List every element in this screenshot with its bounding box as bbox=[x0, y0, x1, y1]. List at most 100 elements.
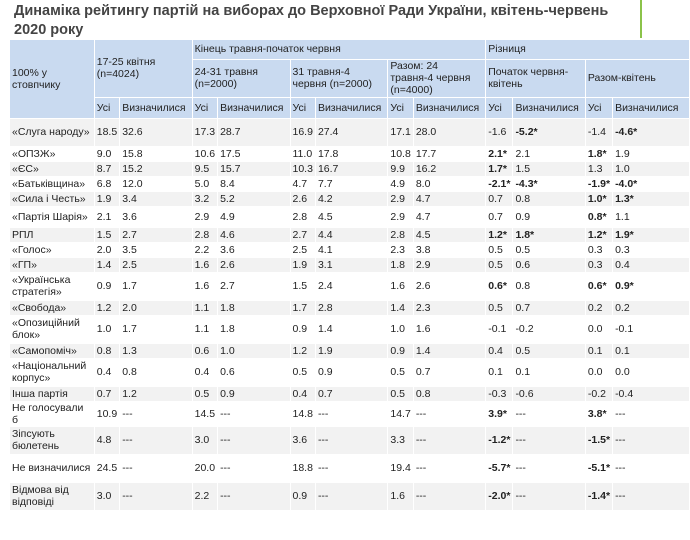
table-cell: 2.6 bbox=[413, 272, 487, 301]
table-cell: 1.4 bbox=[387, 300, 414, 316]
table-cell: 4.4 bbox=[315, 227, 389, 243]
table-row: «Партія Шарія» 2.1 3.6 2.9 4.9 2.8 4.5 2.9 4.7 0.… bbox=[10, 206, 690, 228]
table-cell: 0.5 bbox=[485, 242, 514, 258]
table-cell: 0.4 bbox=[485, 343, 514, 359]
table-cell: --- bbox=[315, 454, 389, 483]
table-cell: --- bbox=[119, 401, 193, 427]
table-cell: 1.2 bbox=[94, 300, 121, 316]
table-cell: 2.5 bbox=[119, 257, 193, 273]
table-cell: 0.5 bbox=[485, 257, 514, 273]
table-cell: 0.4 bbox=[290, 386, 316, 402]
table-row: «Сила і Честь» 1.9 3.4 3.2 5.2 2.6 4.2 2.9 4.7 0.… bbox=[10, 191, 690, 207]
table-cell: 2.1 bbox=[94, 206, 121, 228]
table-cell: 1.7 bbox=[119, 315, 193, 344]
table-cell: -1.9* bbox=[585, 176, 614, 192]
table-cell: 3.0 bbox=[94, 482, 121, 511]
table-cell: 5.2 bbox=[217, 191, 291, 207]
table-cell: 5.0 bbox=[192, 176, 219, 192]
table-cell: 15.2 bbox=[119, 161, 193, 177]
corner-header: 100% у стовпчику bbox=[10, 40, 95, 119]
table-cell: 2.6 bbox=[290, 191, 316, 207]
table-cell: 1.4 bbox=[94, 257, 121, 273]
table-cell: 1.9 bbox=[290, 257, 316, 273]
table-cell: 1.0* bbox=[585, 191, 614, 207]
table-cell: 1.1 bbox=[612, 206, 690, 228]
table-cell: 2.7 bbox=[217, 272, 291, 301]
col-all: Усі bbox=[290, 97, 316, 119]
table-cell: 2.8 bbox=[315, 300, 389, 316]
table-cell: 1.8 bbox=[217, 300, 291, 316]
table-cell: 0.7 bbox=[485, 191, 514, 207]
table-cell: -2.1* bbox=[485, 176, 514, 192]
col-all: Усі bbox=[192, 97, 219, 119]
table-cell: 4.9 bbox=[387, 176, 414, 192]
accent-bar bbox=[640, 0, 642, 38]
table-row: «Українська стратегія» 0.9 1.7 1.6 2.7 1.5 2.4… bbox=[10, 272, 690, 301]
period1-header: 24-31 травня (n=2000) bbox=[192, 59, 291, 98]
may-june-header: Кінець травня-початок червня bbox=[192, 40, 487, 60]
table-cell: --- bbox=[512, 401, 586, 427]
table-cell: -0.2 bbox=[585, 386, 614, 402]
row-label: «Свобода» bbox=[10, 300, 95, 316]
table-cell: 0.0 bbox=[612, 358, 690, 387]
table-cell: 10.3 bbox=[290, 161, 316, 177]
table-cell: 1.9* bbox=[612, 227, 690, 243]
table-cell: 1.0 bbox=[217, 343, 291, 359]
table-row: «ЄС» 8.7 15.2 9.5 15.7 10.3 16.7 9.9 16.2 1.7* 1.5… bbox=[10, 161, 690, 177]
table-cell: 0.8 bbox=[94, 343, 121, 359]
table-row: «Національний корпус» 0.4 0.8 0.4 0.6 0.5 0.9 0… bbox=[10, 358, 690, 387]
table-cell: 4.8 bbox=[94, 426, 121, 455]
table-cell: 1.1 bbox=[192, 315, 219, 344]
table-cell: 0.1 bbox=[612, 343, 690, 359]
row-label: Відмова від відповіді bbox=[10, 482, 95, 511]
col-decided: Визначилися bbox=[119, 97, 193, 119]
table-cell: 0.5 bbox=[290, 358, 316, 387]
table-cell: 1.9 bbox=[94, 191, 121, 207]
table-cell: 0.5 bbox=[387, 386, 414, 402]
table-row: РПЛ 1.5 2.7 2.8 4.6 2.7 4.4 2.8 4.5 1.2* 1.8* 1.2* 1… bbox=[10, 227, 690, 243]
row-label: «Національний корпус» bbox=[10, 358, 95, 387]
table-cell: 1.0 bbox=[387, 315, 414, 344]
table-cell: 2.8 bbox=[387, 227, 414, 243]
col-decided: Визначилися bbox=[217, 97, 291, 119]
table-cell: -1.4* bbox=[585, 482, 614, 511]
table-cell: 15.7 bbox=[217, 161, 291, 177]
table-cell: 3.1 bbox=[315, 257, 389, 273]
table-cell: 14.8 bbox=[290, 401, 316, 427]
table-cell: --- bbox=[217, 454, 291, 483]
table-cell: 0.7 bbox=[94, 386, 121, 402]
table-cell: 1.7 bbox=[290, 300, 316, 316]
table-cell: 10.6 bbox=[192, 146, 219, 162]
table-cell: 18.5 bbox=[94, 118, 121, 147]
table-cell: --- bbox=[413, 426, 487, 455]
table-cell: 17.8 bbox=[315, 146, 389, 162]
table-cell: 1.4 bbox=[413, 343, 487, 359]
row-label: Зіпсують бюлетень bbox=[10, 426, 95, 455]
table-cell: -5.2* bbox=[512, 118, 586, 147]
table-cell: 7.7 bbox=[315, 176, 389, 192]
table-cell: 8.4 bbox=[217, 176, 291, 192]
table-cell: 0.7 bbox=[485, 206, 514, 228]
row-label: «Слуга народу» bbox=[10, 118, 95, 147]
table-cell: -0.1 bbox=[612, 315, 690, 344]
col-decided: Визначилися bbox=[612, 97, 690, 119]
table-cell: 1.5 bbox=[290, 272, 316, 301]
table-cell: --- bbox=[612, 454, 690, 483]
table-cell: 2.9 bbox=[387, 206, 414, 228]
table-row: «Самопоміч» 0.8 1.3 0.6 1.0 1.2 1.9 0.9 1.4 0.4 0.… bbox=[10, 343, 690, 359]
table-cell: 3.6 bbox=[119, 206, 193, 228]
table-cell: 1.6 bbox=[387, 482, 414, 511]
table-cell: 27.4 bbox=[315, 118, 389, 147]
table-cell: 28.0 bbox=[413, 118, 487, 147]
table-cell: 28.7 bbox=[217, 118, 291, 147]
table-cell: 0.9 bbox=[94, 272, 121, 301]
table-cell: 1.9 bbox=[315, 343, 389, 359]
table-cell: 2.7 bbox=[290, 227, 316, 243]
table-cell: --- bbox=[119, 454, 193, 483]
table-cell: -2.0* bbox=[485, 482, 514, 511]
table-cell: 1.7 bbox=[119, 272, 193, 301]
table-cell: 3.9* bbox=[485, 401, 514, 427]
table-cell: 0.2 bbox=[585, 300, 614, 316]
table-cell: 17.3 bbox=[192, 118, 219, 147]
table-cell: 1.2 bbox=[119, 386, 193, 402]
